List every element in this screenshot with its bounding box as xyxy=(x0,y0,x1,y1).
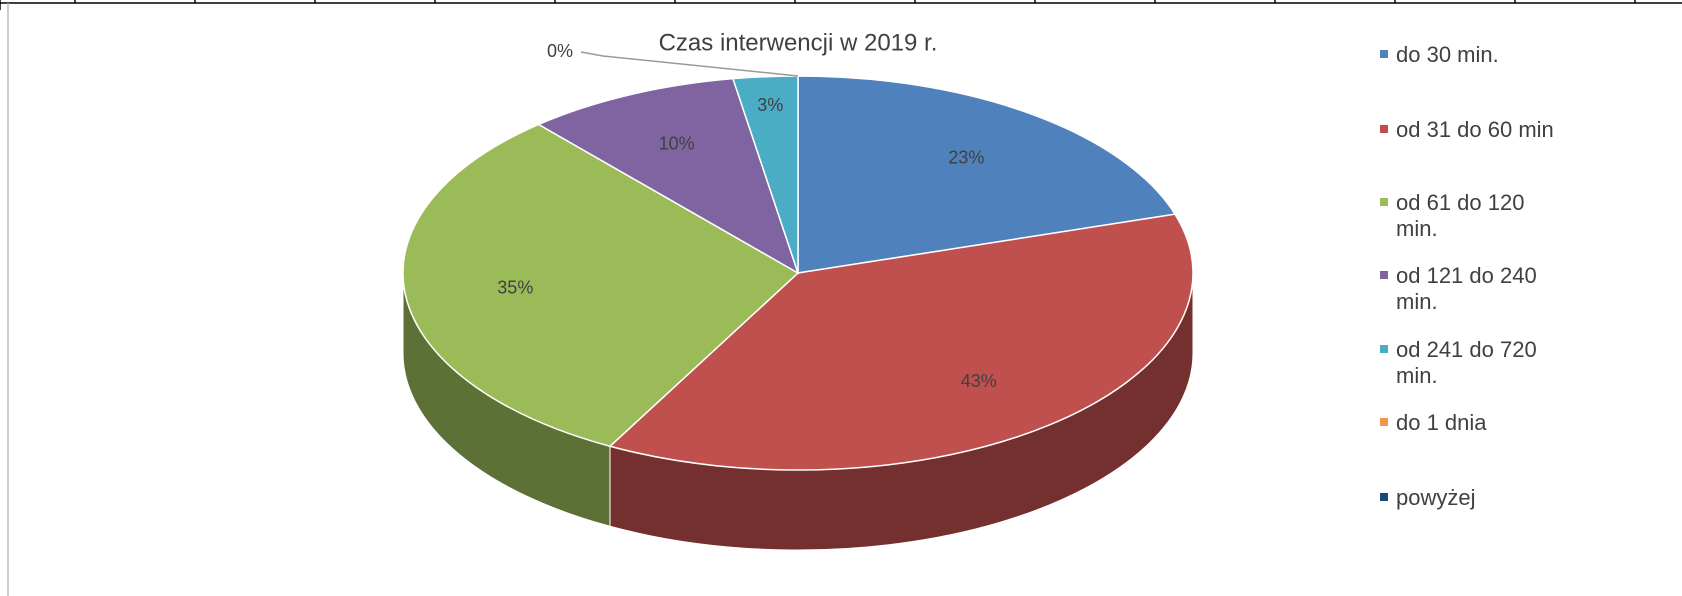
legend-swatch xyxy=(1380,198,1388,206)
pie-slice xyxy=(608,213,1194,471)
legend-item: od 61 do 120 min. xyxy=(1380,190,1580,242)
legend-swatch xyxy=(1380,50,1388,58)
pie-top xyxy=(402,75,1194,471)
legend-item: od 31 do 60 min xyxy=(1380,117,1580,143)
data-label: 0% xyxy=(547,41,573,61)
legend-label: do 1 dnia xyxy=(1396,410,1487,435)
legend-swatch xyxy=(1380,125,1388,133)
pie-slice xyxy=(402,123,800,448)
data-label: 10% xyxy=(659,133,695,153)
data-label: 3% xyxy=(757,95,783,115)
data-label: 43% xyxy=(961,371,997,391)
leader-line xyxy=(580,51,799,77)
legend-item: powyżej xyxy=(1380,485,1580,511)
data-label: 35% xyxy=(497,277,533,297)
legend-swatch xyxy=(1380,418,1388,426)
legend-label: do 30 min. xyxy=(1396,42,1499,67)
legend-item: do 1 dnia xyxy=(1380,410,1580,436)
legend-label: powyżej xyxy=(1396,485,1476,510)
data-label: 23% xyxy=(948,147,984,167)
chart-title: Czas interwencji w 2019 r. xyxy=(659,29,938,56)
legend-item: od 241 do 720 min. xyxy=(1380,337,1580,389)
legend-item: do 30 min. xyxy=(1380,42,1580,68)
legend-item: od 121 do 240 min. xyxy=(1380,263,1580,315)
legend-swatch xyxy=(1380,345,1388,353)
pie-slice xyxy=(536,77,800,275)
legend-label: od 61 do 120 min. xyxy=(1396,190,1525,241)
legend-label: od 121 do 240 min. xyxy=(1396,263,1537,314)
pie-slice xyxy=(797,75,1177,274)
legend-label: od 31 do 60 min xyxy=(1396,117,1554,142)
legend-label: od 241 do 720 min. xyxy=(1396,337,1537,388)
legend-swatch xyxy=(1380,271,1388,279)
legend-swatch xyxy=(1380,493,1388,501)
